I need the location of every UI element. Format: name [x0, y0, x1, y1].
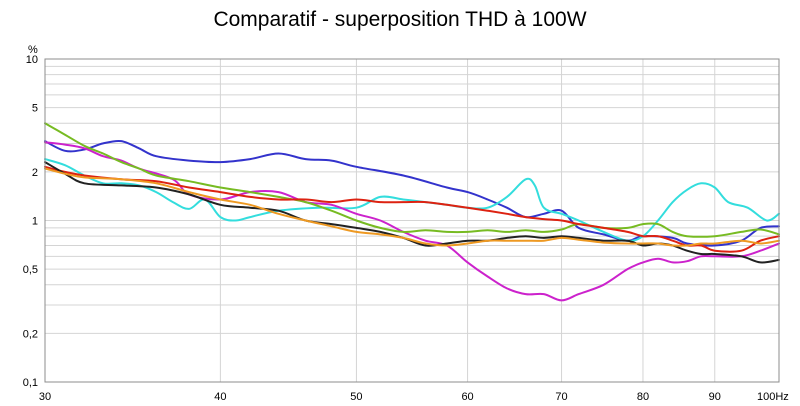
x-tick-label-5: 80	[637, 391, 649, 403]
series-line-6	[44, 167, 780, 247]
y-tick-label-6: 0,1	[23, 377, 38, 389]
y-tick-labels: 10 5 2 1 0,5 0,2 0,1	[23, 54, 38, 389]
series-lines	[44, 122, 780, 302]
y-tick-label-4: 0,5	[23, 264, 38, 276]
y-tick-label-1: 5	[32, 103, 38, 115]
series-line-4	[44, 165, 780, 253]
y-tick-label-0: 10	[26, 54, 38, 66]
x-tick-label-1: 40	[214, 391, 226, 403]
y-axis-label: %	[28, 44, 38, 56]
x-tick-labels: 30 40 50 60 70 80 90 100Hz	[39, 391, 789, 403]
series-line-2	[44, 141, 780, 302]
series-line-3	[44, 122, 780, 238]
series-line-0	[44, 139, 780, 247]
x-tick-label-4: 70	[555, 391, 567, 403]
x-tick-label-0: 30	[39, 391, 51, 403]
chart-title: Comparatif - superposition THD à 100W	[213, 8, 587, 31]
y-tick-label-5: 0,2	[23, 328, 38, 340]
y-tick-label-3: 1	[32, 216, 38, 228]
x-tick-label-2: 50	[350, 391, 362, 403]
plot-frame	[44, 58, 780, 383]
x-tick-label-3: 60	[461, 391, 473, 403]
grid-lines	[44, 58, 780, 383]
x-tick-label-6: 90	[709, 391, 721, 403]
series-line-5	[44, 161, 780, 264]
x-tick-label-7: 100Hz	[757, 391, 789, 403]
y-tick-label-2: 2	[32, 167, 38, 179]
series-line-1	[44, 158, 780, 242]
